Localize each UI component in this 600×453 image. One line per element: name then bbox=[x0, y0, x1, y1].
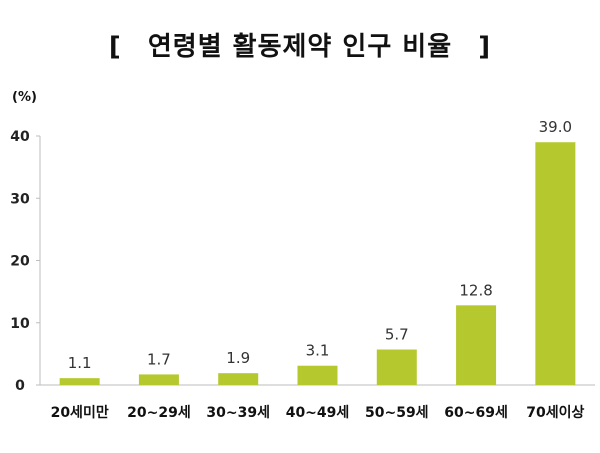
bar bbox=[59, 378, 100, 385]
x-tick-label: 50~59세 bbox=[365, 405, 429, 421]
bar-value-label: 39.0 bbox=[539, 118, 572, 136]
x-tick-label: 70세이상 bbox=[526, 404, 584, 421]
x-tick-label: 60~69세 bbox=[444, 405, 508, 421]
y-axis-unit-label: (%) bbox=[12, 90, 37, 105]
bar-value-label: 1.9 bbox=[226, 349, 250, 367]
bar bbox=[297, 365, 338, 385]
x-tick-label: 40~49세 bbox=[286, 405, 350, 421]
x-tick-label: 20세미만 bbox=[51, 405, 109, 421]
bar bbox=[218, 373, 259, 385]
bar bbox=[138, 374, 179, 385]
y-tick-label: 0 bbox=[15, 378, 25, 394]
title-bracket-right: ] bbox=[478, 32, 492, 62]
x-tick-label: 20~29세 bbox=[127, 405, 191, 421]
bar bbox=[456, 305, 497, 385]
chart-title-text: 연령별 활동제약 인구 비율 bbox=[147, 32, 453, 62]
y-tick-label: 10 bbox=[10, 316, 30, 332]
bar-value-label: 12.8 bbox=[459, 281, 492, 299]
y-tick-label: 30 bbox=[10, 191, 30, 207]
y-tick-label: 40 bbox=[10, 129, 30, 145]
bar bbox=[535, 142, 576, 385]
bar-value-label: 1.1 bbox=[68, 354, 92, 372]
chart-title: [ 연령별 활동제약 인구 비율 ] bbox=[0, 26, 600, 63]
bar bbox=[376, 349, 417, 385]
bar-value-label: 5.7 bbox=[385, 326, 409, 344]
x-tick-label: 30~39세 bbox=[206, 405, 270, 421]
title-bracket-left: [ bbox=[108, 32, 122, 62]
bar-value-label: 3.1 bbox=[306, 342, 330, 360]
y-tick-label: 20 bbox=[10, 254, 30, 270]
bar-value-label: 1.7 bbox=[147, 350, 171, 368]
